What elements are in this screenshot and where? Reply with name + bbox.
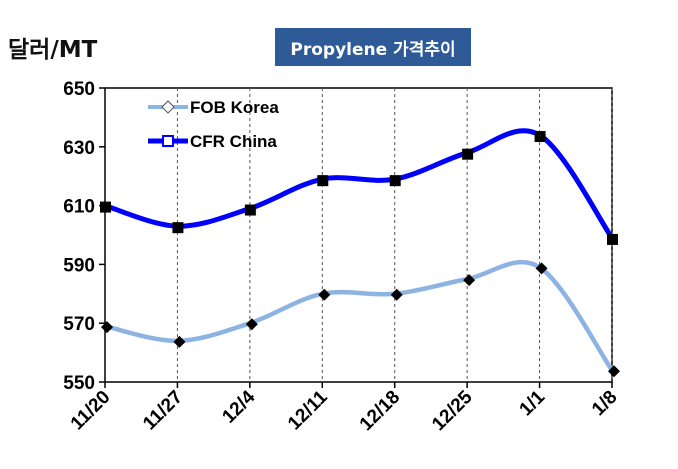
data-point <box>463 274 476 287</box>
y-tick-label: 550 <box>63 373 95 394</box>
chart-title: Propylene 가격추이 <box>275 28 471 66</box>
x-tick-label: 1/8 <box>588 387 622 421</box>
y-tick-label: 610 <box>63 197 95 218</box>
data-point <box>244 204 256 216</box>
data-point <box>389 175 401 187</box>
x-tick-label: 12/25 <box>428 386 477 435</box>
legend-marker <box>161 100 175 114</box>
data-point <box>173 335 186 348</box>
data-point <box>101 321 113 334</box>
y-tick-label: 630 <box>63 138 95 159</box>
x-tick-label: 12/4 <box>218 386 259 427</box>
data-point <box>245 318 258 331</box>
legend-label: CFR China <box>190 132 277 151</box>
data-point <box>172 222 184 234</box>
y-tick-label: 570 <box>63 314 95 335</box>
data-point <box>462 148 474 160</box>
data-point <box>534 131 546 143</box>
y-tick-label: 590 <box>63 255 95 276</box>
legend-marker <box>162 135 174 147</box>
x-tick-label: 12/11 <box>284 386 332 434</box>
data-point <box>607 233 618 245</box>
y-tick-label: 650 <box>63 79 95 100</box>
data-point <box>317 175 329 187</box>
x-tick-label: 1/1 <box>516 386 550 420</box>
x-tick-label: 12/18 <box>356 387 404 435</box>
data-point <box>390 288 403 301</box>
data-point <box>535 262 548 275</box>
legend-label: FOB Korea <box>190 98 279 117</box>
data-point <box>318 288 331 301</box>
data-point <box>100 201 111 213</box>
y-axis-label: 달러/MT <box>8 37 98 63</box>
x-tick-label: 11/27 <box>139 387 187 435</box>
data-point <box>608 365 620 378</box>
